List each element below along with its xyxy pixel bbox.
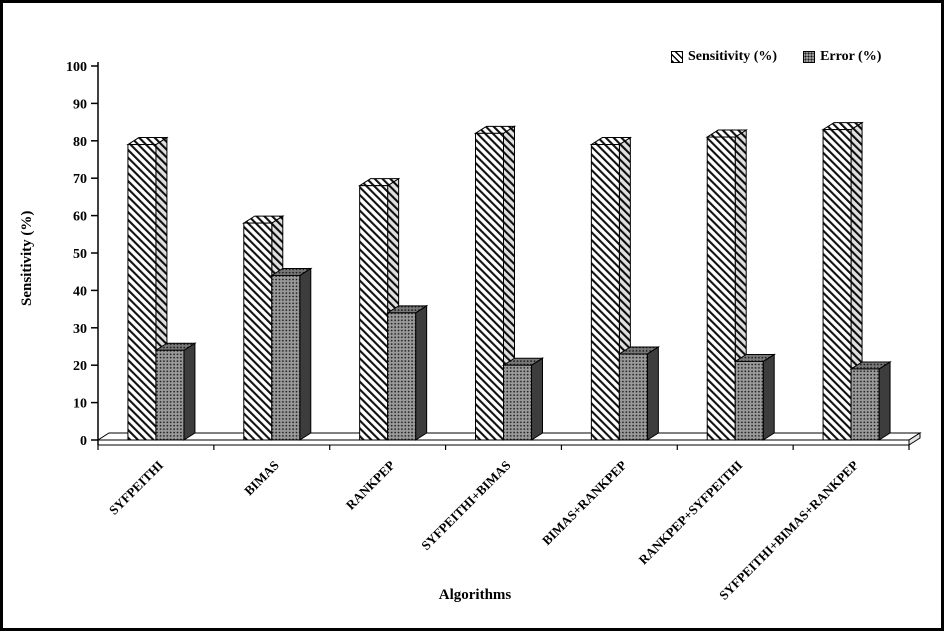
bar-error — [154, 342, 197, 441]
y-tick-label: 0 — [80, 434, 87, 449]
bar-error-side — [646, 346, 659, 441]
bar-error-top-shade — [619, 346, 659, 354]
bar-sensitivity-front — [475, 132, 504, 441]
y-tick-label: 40 — [73, 284, 87, 299]
legend-label-error: Error (%) — [820, 49, 882, 64]
x-axis-title: Algorithms — [438, 587, 512, 603]
bar-error-front — [734, 360, 764, 441]
y-axis: 0 10 20 30 40 50 60 70 80 90 100 — [66, 60, 99, 449]
bar-error-front — [503, 364, 532, 441]
bar-sensitivity-front — [706, 136, 736, 441]
bar-error-side — [183, 342, 196, 441]
legend-item-error: Error (%) — [803, 49, 881, 65]
bar-error-side — [878, 361, 891, 441]
y-tick-label: 80 — [73, 135, 87, 150]
bar-chart: 0 10 20 30 40 50 60 70 80 90 100 SYFPEITHI BIMAS RANK… — [66, 60, 922, 603]
bar-sensitivity-front — [359, 185, 389, 441]
bar-error-top-shade — [387, 305, 427, 313]
bar-sensitivity-front — [590, 144, 620, 441]
floor-right-side — [908, 432, 921, 446]
category-label: SYFPEITHI+BIMAS — [418, 458, 514, 554]
bar-error-front — [850, 368, 880, 441]
bar-error-side — [415, 304, 428, 441]
category-label: RANKPEP — [343, 457, 398, 512]
bar-error-top-shade — [735, 354, 775, 362]
bar-error-side — [299, 267, 312, 441]
category-label: BIMAS+RANKPEP — [539, 457, 629, 547]
bar-sensitivity-side-shade — [851, 122, 863, 440]
y-tick-label: 90 — [73, 97, 87, 112]
legend-item-sensitivity: Sensitivity (%) — [671, 49, 777, 65]
bar-sensitivity-front — [243, 222, 273, 441]
bar-error-top-shade — [503, 358, 543, 366]
bar-error — [617, 346, 661, 441]
bar-error-front — [155, 349, 185, 441]
bar-error — [501, 357, 545, 441]
y-tick-label: 50 — [73, 247, 87, 262]
bar-error-top-shade — [155, 343, 195, 351]
x-axis: SYFPEITHI BIMAS RANKPEP SYFPEITHI+BIMAS BIMA… — [97, 445, 910, 603]
category-label: BIMAS — [241, 458, 282, 499]
bar-sensitivity-front — [127, 144, 157, 441]
bar-error — [733, 353, 776, 441]
y-axis-title: Sensitivity (%) — [19, 210, 35, 306]
bar-error-side — [762, 353, 775, 441]
category-label: SYFPEITHI+BIMAS+RANKPEP — [716, 457, 861, 602]
bar-error-top-shade — [271, 268, 311, 276]
bar-sensitivity — [589, 136, 633, 441]
y-tick-label: 60 — [73, 210, 87, 225]
bar-error — [270, 267, 313, 441]
bar-error-front — [387, 312, 417, 441]
floor-front — [97, 439, 910, 446]
bar-sensitivity-front — [822, 129, 852, 441]
y-tick-label: 100 — [66, 60, 87, 75]
bar-error-side — [531, 357, 543, 441]
y-tick-label: 20 — [73, 359, 87, 374]
sensitivity-hatch-swatch-icon — [671, 51, 683, 63]
legend-label-sensitivity: Sensitivity (%) — [688, 49, 778, 64]
error-dots-swatch-icon — [803, 51, 816, 63]
category-label: SYFPEITHI — [106, 458, 166, 518]
y-tick-label: 10 — [73, 397, 87, 412]
bar-error-front — [618, 353, 648, 441]
bar-error-front — [271, 274, 301, 441]
bar-error-top-shade — [851, 361, 891, 369]
category-label: RANKPEP+SYFPEITHI — [636, 458, 746, 568]
bar-error — [849, 361, 892, 441]
bar-error — [385, 304, 429, 441]
legend: Sensitivity (%) Error (%) — [671, 49, 881, 65]
y-tick-label: 30 — [73, 322, 87, 337]
y-tick-label: 70 — [73, 172, 87, 187]
bar-sensitivity — [473, 125, 517, 441]
